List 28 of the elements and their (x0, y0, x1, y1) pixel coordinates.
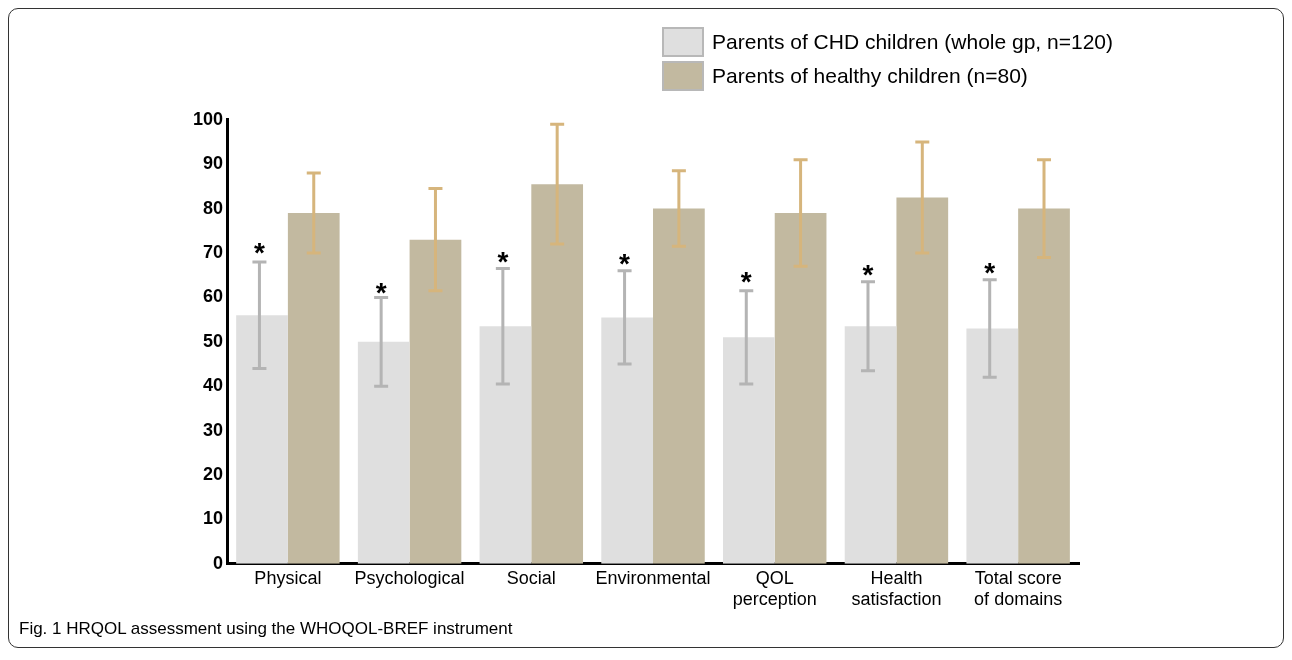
y-tick-label: 70 (203, 241, 224, 262)
x-tick-label: Health satisfaction (851, 567, 942, 610)
x-tick-label: Psychological (354, 567, 465, 588)
legend-label: Parents of CHD children (whole gp, n=120) (712, 30, 1113, 54)
y-tick-label: 0 (213, 552, 224, 573)
y-tick-label: 20 (203, 463, 224, 484)
legend-label: Parents of healthy children (n=80) (712, 64, 1028, 88)
y-tick-label: 90 (203, 153, 224, 174)
annotation: * (497, 246, 509, 278)
y-tick-label: 80 (203, 197, 224, 218)
y-tick-label: 60 (203, 286, 224, 307)
x-tick-label: Social (506, 567, 556, 588)
y-tick-label: 50 (203, 330, 224, 351)
y-tick-label: 30 (203, 419, 224, 440)
y-tick-label: 10 (203, 508, 224, 529)
x-tick-label: QOL perception (732, 567, 817, 610)
annotation: * (253, 237, 265, 269)
y-tick-label: 100 (192, 108, 224, 129)
annotation: * (984, 257, 996, 289)
caption: Fig. 1 HRQOL assessment using the WHOQOL-BREF instrument (19, 619, 513, 638)
annotation: * (740, 266, 752, 298)
y-tick-label: 40 (203, 375, 224, 396)
x-tick-label: Total score of domains (974, 567, 1063, 610)
annotation: * (619, 248, 631, 280)
x-tick-label: Physical (254, 567, 322, 588)
annotation: * (862, 259, 874, 291)
x-tick-label: Environmental (595, 567, 711, 588)
annotation: * (375, 277, 387, 309)
